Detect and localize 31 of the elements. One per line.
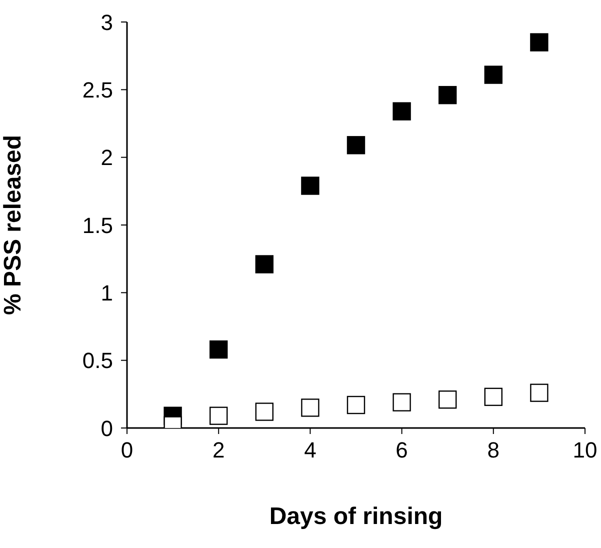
point — [255, 402, 274, 421]
x-tick-label: 0 — [120, 438, 134, 463]
point — [392, 102, 411, 120]
point — [255, 255, 274, 274]
y-tick-label: 1.5 — [82, 212, 113, 238]
x-tick-label: 10 — [572, 438, 598, 463]
x-tick-label: 8 — [487, 438, 500, 463]
point — [210, 340, 228, 359]
point — [484, 66, 502, 84]
y-tick-label: 0 — [100, 416, 113, 441]
y-axis-title: % PSS released — [0, 134, 27, 316]
x-tick-label: 2 — [212, 438, 225, 463]
point — [530, 33, 548, 52]
point — [301, 398, 320, 417]
point — [484, 388, 502, 406]
point — [301, 176, 320, 195]
y-tick-label: 1 — [100, 280, 113, 306]
y-tick-label: 3 — [100, 10, 113, 35]
x-tick-label: 6 — [396, 438, 408, 463]
point — [346, 136, 366, 154]
y-tick-label: 2 — [100, 145, 113, 170]
point — [438, 390, 457, 409]
point — [530, 384, 548, 402]
x-tick-label: 4 — [304, 438, 316, 463]
point — [346, 396, 366, 414]
x-axis-title: Days of rinsing — [269, 503, 443, 530]
y-tick-label: 2.5 — [82, 77, 113, 102]
y-tick-label: 0.5 — [82, 348, 113, 374]
point — [210, 406, 228, 425]
point — [392, 393, 411, 412]
point — [438, 86, 457, 104]
